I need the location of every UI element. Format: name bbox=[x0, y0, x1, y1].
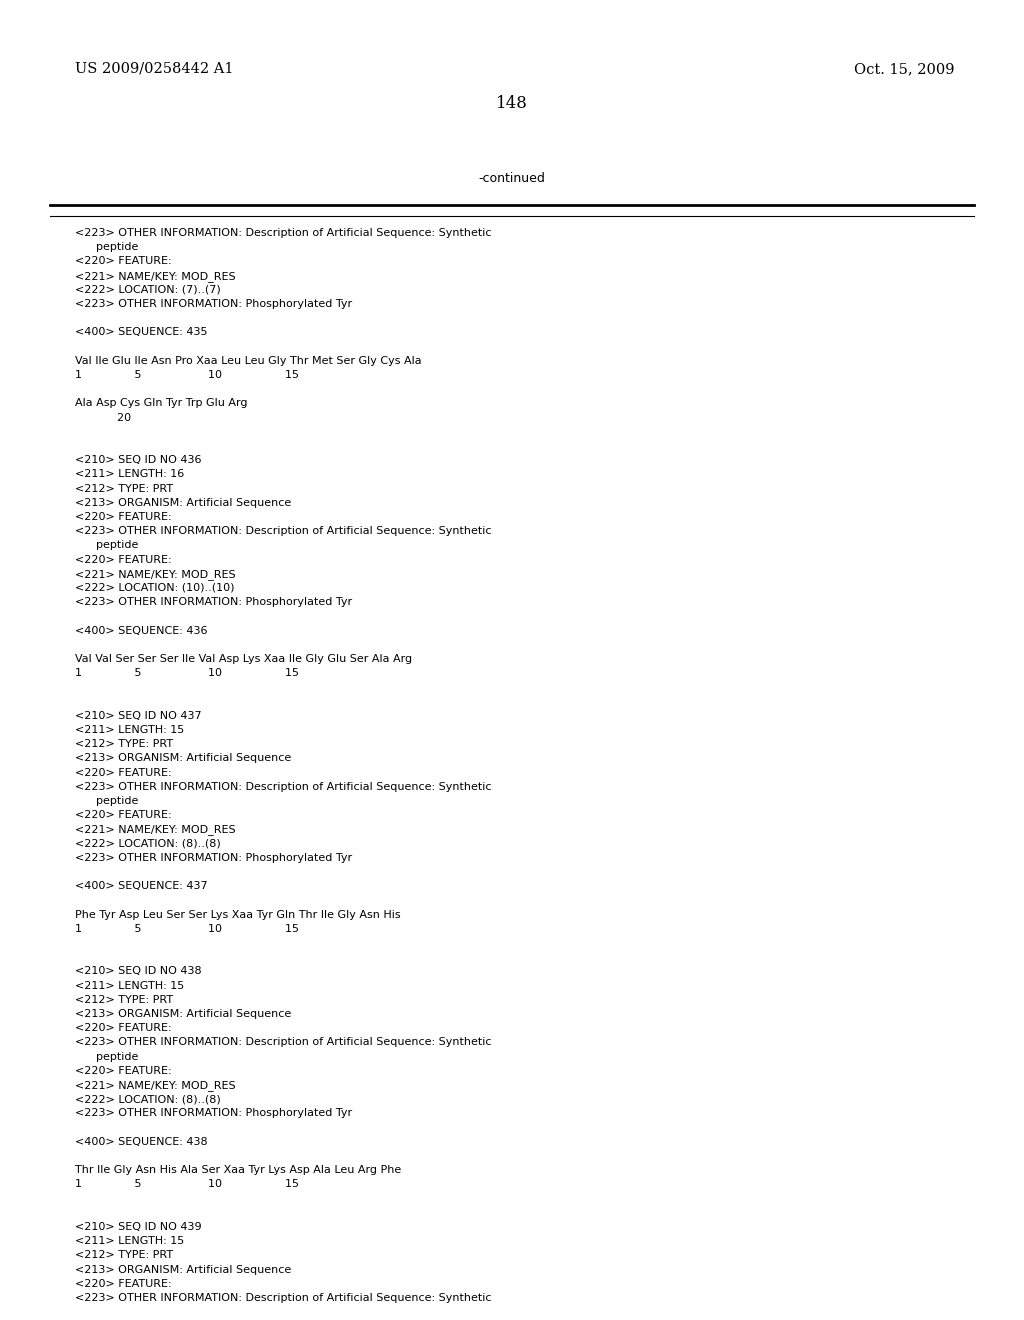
Text: <213> ORGANISM: Artificial Sequence: <213> ORGANISM: Artificial Sequence bbox=[75, 1008, 291, 1019]
Text: peptide: peptide bbox=[75, 796, 138, 807]
Text: <211> LENGTH: 15: <211> LENGTH: 15 bbox=[75, 725, 184, 735]
Text: <400> SEQUENCE: 437: <400> SEQUENCE: 437 bbox=[75, 882, 208, 891]
Text: <223> OTHER INFORMATION: Description of Artificial Sequence: Synthetic: <223> OTHER INFORMATION: Description of … bbox=[75, 781, 492, 792]
Text: <213> ORGANISM: Artificial Sequence: <213> ORGANISM: Artificial Sequence bbox=[75, 498, 291, 508]
Text: <211> LENGTH: 15: <211> LENGTH: 15 bbox=[75, 1237, 184, 1246]
Text: <220> FEATURE:: <220> FEATURE: bbox=[75, 1279, 172, 1288]
Text: 1               5                   10                  15: 1 5 10 15 bbox=[75, 924, 299, 933]
Text: <221> NAME/KEY: MOD_RES: <221> NAME/KEY: MOD_RES bbox=[75, 1080, 236, 1090]
Text: Val Val Ser Ser Ser Ile Val Asp Lys Xaa Ile Gly Glu Ser Ala Arg: Val Val Ser Ser Ser Ile Val Asp Lys Xaa … bbox=[75, 653, 412, 664]
Text: <220> FEATURE:: <220> FEATURE: bbox=[75, 768, 172, 777]
Text: <223> OTHER INFORMATION: Description of Artificial Sequence: Synthetic: <223> OTHER INFORMATION: Description of … bbox=[75, 1038, 492, 1047]
Text: 1               5                   10                  15: 1 5 10 15 bbox=[75, 1179, 299, 1189]
Text: US 2009/0258442 A1: US 2009/0258442 A1 bbox=[75, 62, 233, 77]
Text: <400> SEQUENCE: 435: <400> SEQUENCE: 435 bbox=[75, 327, 208, 338]
Text: <223> OTHER INFORMATION: Description of Artificial Sequence: Synthetic: <223> OTHER INFORMATION: Description of … bbox=[75, 228, 492, 238]
Text: <223> OTHER INFORMATION: Description of Artificial Sequence: Synthetic: <223> OTHER INFORMATION: Description of … bbox=[75, 1294, 492, 1303]
Text: <212> TYPE: PRT: <212> TYPE: PRT bbox=[75, 483, 173, 494]
Text: <210> SEQ ID NO 439: <210> SEQ ID NO 439 bbox=[75, 1222, 202, 1232]
Text: Oct. 15, 2009: Oct. 15, 2009 bbox=[854, 62, 955, 77]
Text: Phe Tyr Asp Leu Ser Ser Lys Xaa Tyr Gln Thr Ile Gly Asn His: Phe Tyr Asp Leu Ser Ser Lys Xaa Tyr Gln … bbox=[75, 909, 400, 920]
Text: peptide: peptide bbox=[75, 540, 138, 550]
Text: <213> ORGANISM: Artificial Sequence: <213> ORGANISM: Artificial Sequence bbox=[75, 754, 291, 763]
Text: -continued: -continued bbox=[478, 172, 546, 185]
Text: 20: 20 bbox=[75, 413, 131, 422]
Text: <220> FEATURE:: <220> FEATURE: bbox=[75, 1065, 172, 1076]
Text: 1               5                   10                  15: 1 5 10 15 bbox=[75, 668, 299, 678]
Text: <212> TYPE: PRT: <212> TYPE: PRT bbox=[75, 739, 173, 750]
Text: <221> NAME/KEY: MOD_RES: <221> NAME/KEY: MOD_RES bbox=[75, 271, 236, 281]
Text: peptide: peptide bbox=[75, 242, 138, 252]
Text: <220> FEATURE:: <220> FEATURE: bbox=[75, 1023, 172, 1034]
Text: <220> FEATURE:: <220> FEATURE: bbox=[75, 810, 172, 820]
Text: <210> SEQ ID NO 436: <210> SEQ ID NO 436 bbox=[75, 455, 202, 465]
Text: <222> LOCATION: (10)..(10): <222> LOCATION: (10)..(10) bbox=[75, 583, 234, 593]
Text: 1               5                   10                  15: 1 5 10 15 bbox=[75, 370, 299, 380]
Text: <222> LOCATION: (8)..(8): <222> LOCATION: (8)..(8) bbox=[75, 838, 221, 849]
Text: <223> OTHER INFORMATION: Phosphorylated Tyr: <223> OTHER INFORMATION: Phosphorylated … bbox=[75, 853, 352, 863]
Text: Val Ile Glu Ile Asn Pro Xaa Leu Leu Gly Thr Met Ser Gly Cys Ala: Val Ile Glu Ile Asn Pro Xaa Leu Leu Gly … bbox=[75, 356, 422, 366]
Text: Thr Ile Gly Asn His Ala Ser Xaa Tyr Lys Asp Ala Leu Arg Phe: Thr Ile Gly Asn His Ala Ser Xaa Tyr Lys … bbox=[75, 1166, 401, 1175]
Text: <211> LENGTH: 16: <211> LENGTH: 16 bbox=[75, 470, 184, 479]
Text: <221> NAME/KEY: MOD_RES: <221> NAME/KEY: MOD_RES bbox=[75, 569, 236, 579]
Text: peptide: peptide bbox=[75, 1052, 138, 1061]
Text: <220> FEATURE:: <220> FEATURE: bbox=[75, 512, 172, 521]
Text: <222> LOCATION: (8)..(8): <222> LOCATION: (8)..(8) bbox=[75, 1094, 221, 1105]
Text: <210> SEQ ID NO 437: <210> SEQ ID NO 437 bbox=[75, 710, 202, 721]
Text: Ala Asp Cys Gln Tyr Trp Glu Arg: Ala Asp Cys Gln Tyr Trp Glu Arg bbox=[75, 399, 248, 408]
Text: <223> OTHER INFORMATION: Description of Artificial Sequence: Synthetic: <223> OTHER INFORMATION: Description of … bbox=[75, 527, 492, 536]
Text: <211> LENGTH: 15: <211> LENGTH: 15 bbox=[75, 981, 184, 990]
Text: <212> TYPE: PRT: <212> TYPE: PRT bbox=[75, 1250, 173, 1261]
Text: <213> ORGANISM: Artificial Sequence: <213> ORGANISM: Artificial Sequence bbox=[75, 1265, 291, 1275]
Text: <220> FEATURE:: <220> FEATURE: bbox=[75, 554, 172, 565]
Text: 148: 148 bbox=[496, 95, 528, 112]
Text: <400> SEQUENCE: 438: <400> SEQUENCE: 438 bbox=[75, 1137, 208, 1147]
Text: <210> SEQ ID NO 438: <210> SEQ ID NO 438 bbox=[75, 966, 202, 977]
Text: <223> OTHER INFORMATION: Phosphorylated Tyr: <223> OTHER INFORMATION: Phosphorylated … bbox=[75, 1109, 352, 1118]
Text: <400> SEQUENCE: 436: <400> SEQUENCE: 436 bbox=[75, 626, 208, 636]
Text: <220> FEATURE:: <220> FEATURE: bbox=[75, 256, 172, 267]
Text: <212> TYPE: PRT: <212> TYPE: PRT bbox=[75, 995, 173, 1005]
Text: <223> OTHER INFORMATION: Phosphorylated Tyr: <223> OTHER INFORMATION: Phosphorylated … bbox=[75, 597, 352, 607]
Text: <223> OTHER INFORMATION: Phosphorylated Tyr: <223> OTHER INFORMATION: Phosphorylated … bbox=[75, 300, 352, 309]
Text: <221> NAME/KEY: MOD_RES: <221> NAME/KEY: MOD_RES bbox=[75, 825, 236, 836]
Text: <222> LOCATION: (7)..(7): <222> LOCATION: (7)..(7) bbox=[75, 285, 221, 294]
